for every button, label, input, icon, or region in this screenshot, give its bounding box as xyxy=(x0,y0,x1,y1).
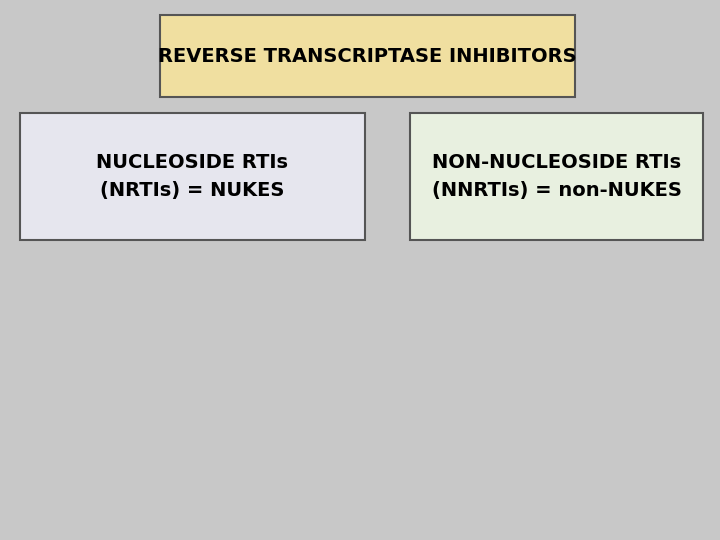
Text: NUCLEOSIDE RTIs
(NRTIs) = NUKES: NUCLEOSIDE RTIs (NRTIs) = NUKES xyxy=(96,153,289,200)
FancyBboxPatch shape xyxy=(410,113,703,240)
Text: NON-NUCLEOSIDE RTIs
(NNRTIs) = non-NUKES: NON-NUCLEOSIDE RTIs (NNRTIs) = non-NUKES xyxy=(431,153,681,200)
FancyBboxPatch shape xyxy=(20,113,365,240)
FancyBboxPatch shape xyxy=(160,15,575,97)
Text: REVERSE TRANSCRIPTASE INHIBITORS: REVERSE TRANSCRIPTASE INHIBITORS xyxy=(158,46,577,65)
